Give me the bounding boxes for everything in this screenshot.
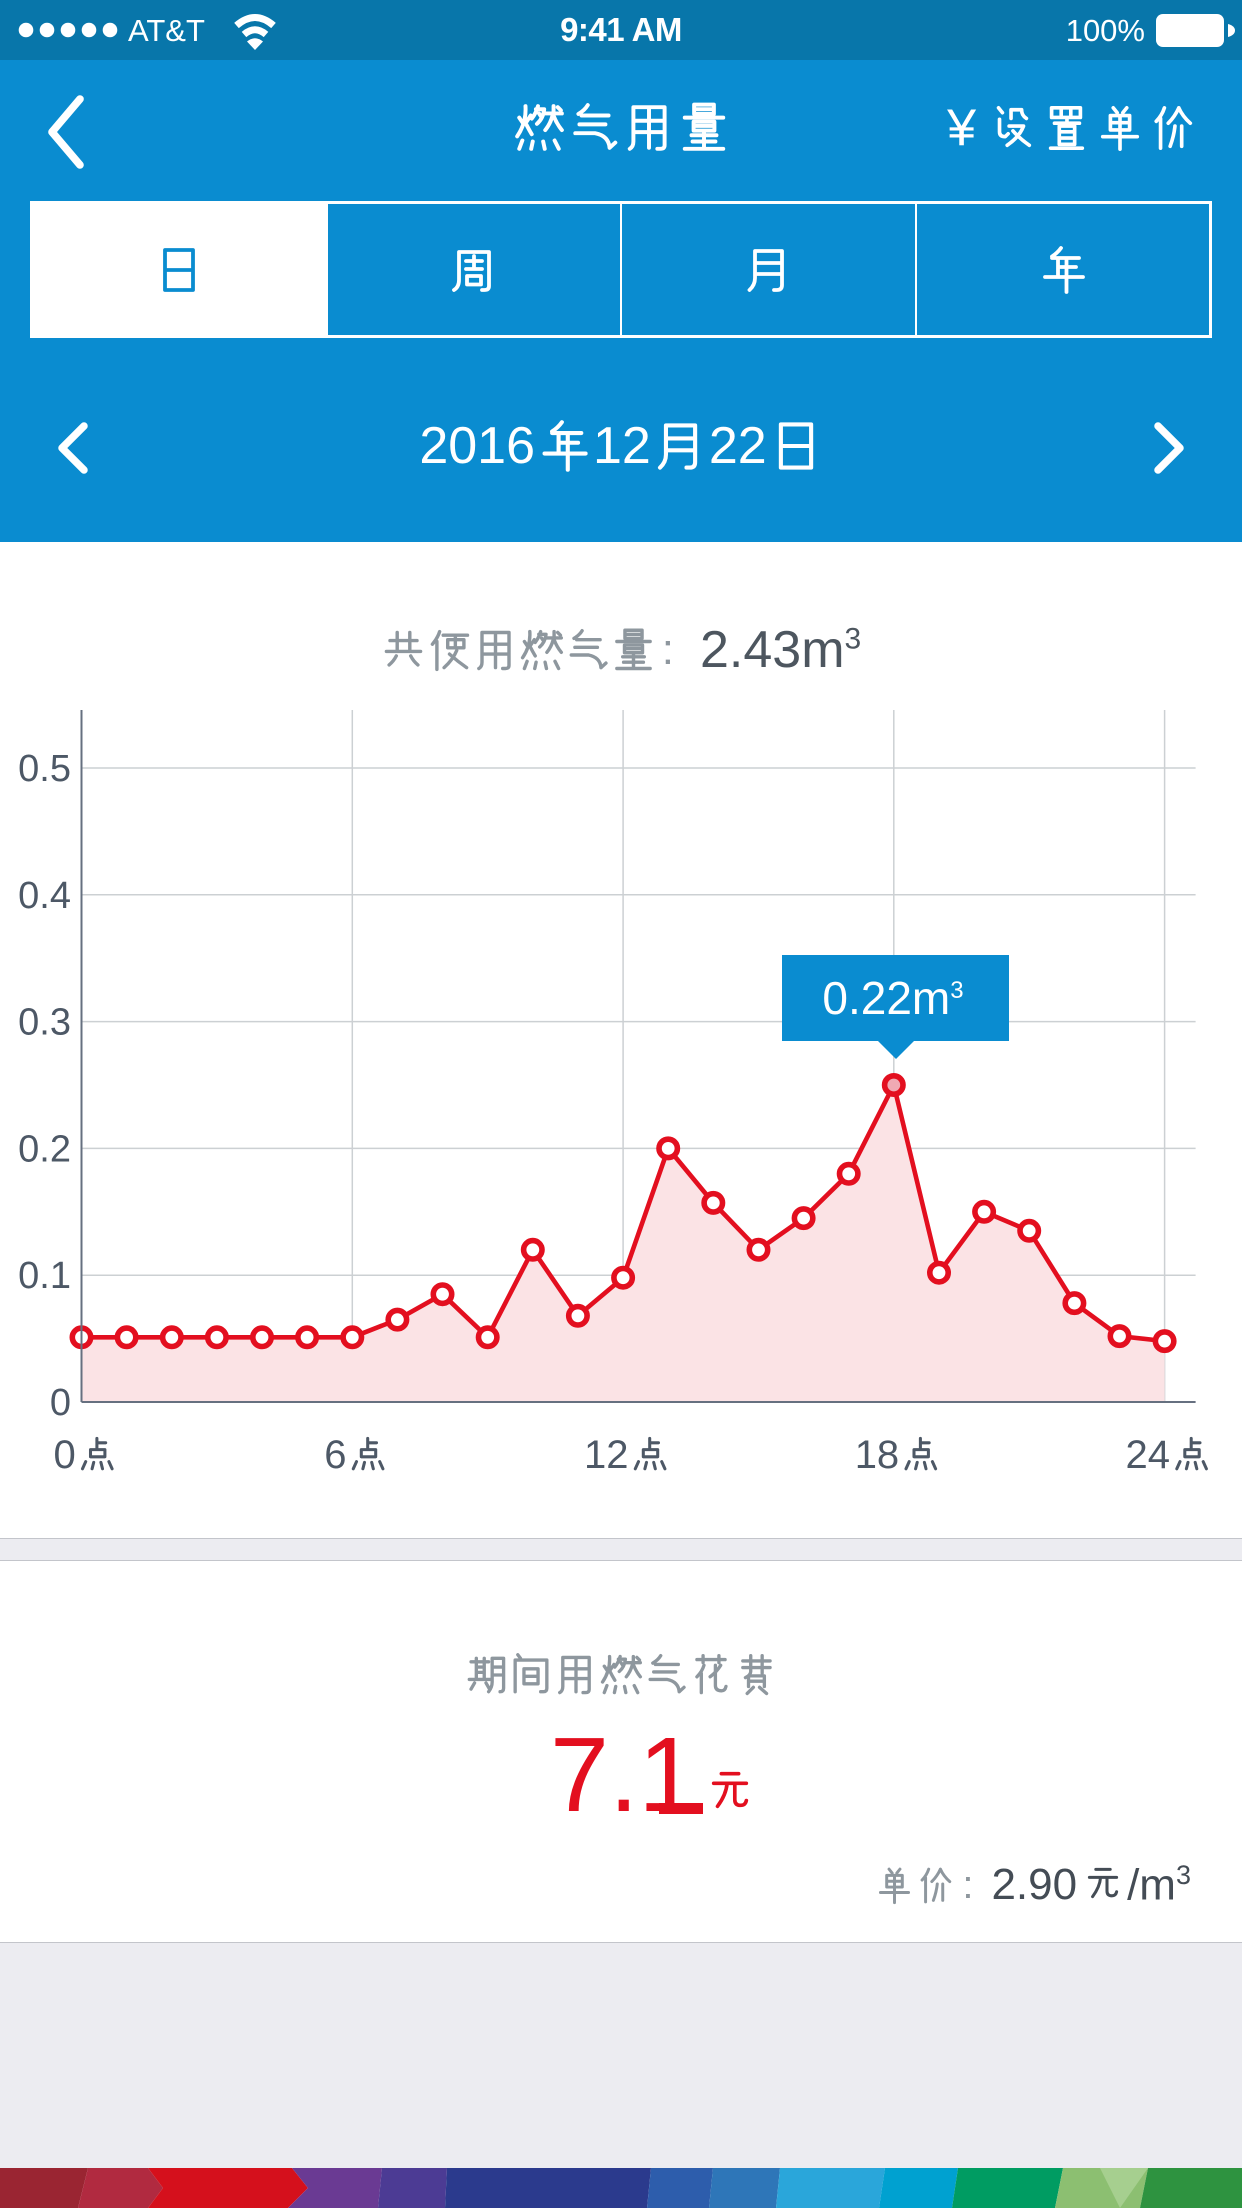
svg-text:0.4: 0.4: [18, 875, 71, 917]
svg-text:0.5: 0.5: [18, 748, 71, 790]
svg-text:AT&T: AT&T: [128, 13, 205, 48]
svg-text:24: 24: [1126, 1433, 1171, 1477]
svg-text:0: 0: [53, 1433, 75, 1477]
svg-text:12: 12: [584, 1433, 629, 1477]
svg-text:0.2: 0.2: [18, 1128, 71, 1170]
svg-text:18: 18: [855, 1433, 900, 1477]
svg-text:0.22m3: 0.22m3: [822, 972, 963, 1024]
svg-text:6: 6: [324, 1433, 346, 1477]
svg-text:0: 0: [50, 1382, 71, 1424]
svg-text:0.3: 0.3: [18, 1002, 71, 1044]
svg-text:100%: 100%: [1066, 13, 1145, 48]
svg-text:0.1: 0.1: [18, 1255, 71, 1297]
